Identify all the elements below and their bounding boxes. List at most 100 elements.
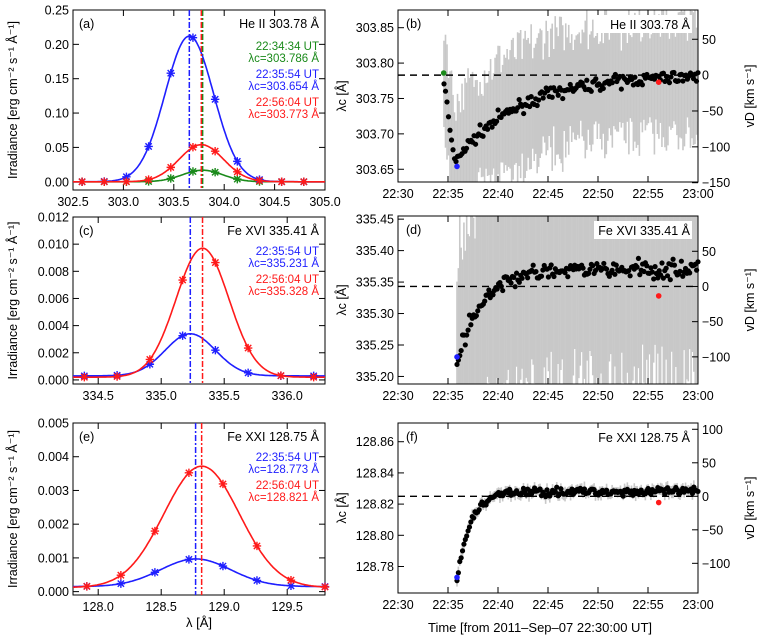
y-tick-label: 128.86 [356,435,394,449]
data-point [560,95,566,102]
data-point [627,273,633,279]
y2-tick-label: 100 [702,423,723,437]
data-point-green [210,168,220,177]
data-point-blue [233,157,242,166]
data-point-red [166,163,175,172]
y2-tick-label: 50 [702,456,716,470]
data-point-green [166,174,175,183]
x-tick-label: 22:55 [632,187,663,201]
data-point-red [77,177,87,186]
data-point [667,277,673,283]
data-point [494,286,500,292]
data-point-blue [188,33,198,42]
data-point [613,262,619,268]
y-axis-label: λc [Å] [334,80,349,111]
data-point [463,145,470,151]
data-point [668,74,674,80]
x-tick-label: 22:55 [632,598,663,612]
y-axis-label: λc [Å] [334,492,349,523]
data-point [649,269,655,275]
y-tick-label: 128.78 [356,560,394,574]
panel-title: He II 303.78 Å [239,16,320,31]
data-point [458,347,464,354]
data-point-red [277,177,286,186]
panel-a: 302.5 303.0 303.5 304.0 304.5 305.0 0.00 0.05 0.… [5,4,341,210]
data-point-red [145,355,155,364]
y-tick-label: 0.006 [38,292,69,306]
data-point [687,270,693,276]
panel-label: (f) [406,430,418,444]
data-point [593,76,599,82]
panel-f: 22:30 22:35 22:40 22:45 22:50 22:55 23:00 128.7… [334,422,757,612]
y-tick-label: 0.10 [45,107,69,121]
x-tick-label: 302.5 [57,195,88,209]
data-point-blue [218,561,228,571]
panel-title: Fe XXI 128.75 Å [227,429,319,444]
data-point [601,260,607,267]
data-point [678,258,684,264]
data-point [450,147,456,153]
data-point [671,262,678,268]
plot-frame [72,216,326,385]
data-point-green [188,167,198,176]
y2-axis-label: vD [km s⁻¹] [743,65,757,128]
y-tick-label: 0.002 [38,518,69,532]
fit-curve-green [73,169,325,183]
data-point [512,284,518,290]
data-point [680,78,686,84]
data-point [680,273,686,279]
y-axis-label: λc [Å] [334,284,349,315]
legend-time-red: 22:56:04 UT [256,274,319,286]
x-tick-label: 335.5 [209,389,240,403]
data-point [471,515,477,521]
data-point [489,124,495,130]
data-point [588,88,594,94]
data-point [490,292,496,298]
x-tick-label: 22:40 [482,389,513,403]
y-tick-label: 0.000 [38,373,69,387]
highlight-point-green [440,70,447,76]
data-point-red [116,570,126,580]
panel-title: He II 303.78 Å [610,17,691,32]
data-point [584,77,590,83]
data-point [475,308,481,314]
data-point [516,96,522,103]
data-point [675,78,682,84]
panel-title: Fe XXI 128.75 Å [598,430,690,445]
y2-tick-label: −150 [702,176,730,190]
y-tick-label: 0.004 [38,450,69,464]
data-point-red [243,343,253,353]
data-point-red [252,541,262,551]
y-tick-label: 0.003 [38,484,69,498]
y2-tick-label: 0 [702,490,709,504]
fit-curve-red [73,465,326,588]
data-point-red [188,143,198,152]
y2-tick-label: 50 [702,245,716,259]
title-backing [594,428,692,446]
data-point [554,484,560,490]
highlight-point-blue [454,574,460,581]
legend-lambda-blue: λc=335.231 Å [248,257,319,270]
y-tick-label: 0.001 [38,551,69,565]
y-tick-label: 0.010 [38,238,69,252]
panel-d: 22:30 22:35 22:40 22:45 22:50 22:55 23:00 335.2… [334,213,757,403]
y-tick-label: 0.012 [38,211,69,225]
data-point [677,268,683,274]
legend-time-red: 22:56:04 UT [256,480,319,492]
data-point [555,92,561,98]
data-point-red [276,371,286,380]
data-point-blue [150,568,160,577]
panel-e: 128.0 128.5 129.0 129.5 0.000 0.001 0.002 0.003… [5,417,330,630]
y2-axis-label: vD [km s⁻¹] [743,477,757,540]
data-point-red [144,175,153,184]
data-point [480,133,486,139]
data-point [536,97,542,103]
data-point-red [218,479,228,489]
data-point [454,361,460,368]
y2-tick-label: −50 [702,104,723,118]
data-point [663,265,669,271]
y-axis-label: Irradiance [erg cm⁻² s⁻¹ Å⁻¹] [5,21,20,179]
legend-lambda-green: λc=303.786 Å [248,52,319,65]
data-point [594,261,600,267]
